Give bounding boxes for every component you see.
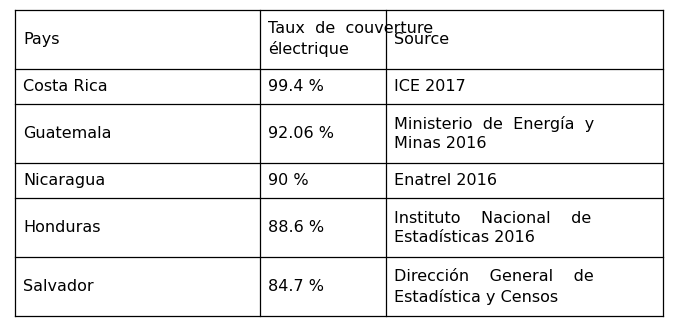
Text: Ministerio  de  Energía  y
Minas 2016: Ministerio de Energía y Minas 2016 bbox=[394, 116, 594, 151]
Text: 88.6 %: 88.6 % bbox=[268, 220, 324, 235]
Text: Salvador: Salvador bbox=[23, 279, 94, 294]
Text: Dirección    General    de
Estadística y Censos: Dirección General de Estadística y Censo… bbox=[394, 269, 593, 304]
Text: Costa Rica: Costa Rica bbox=[23, 79, 108, 94]
Text: Enatrel 2016: Enatrel 2016 bbox=[394, 173, 497, 188]
Text: 92.06 %: 92.06 % bbox=[268, 126, 334, 141]
Text: Instituto    Nacional    de
Estadísticas 2016: Instituto Nacional de Estadísticas 2016 bbox=[394, 211, 591, 245]
Text: Source: Source bbox=[394, 32, 449, 47]
Text: Guatemala: Guatemala bbox=[23, 126, 112, 141]
Text: 99.4 %: 99.4 % bbox=[268, 79, 324, 94]
Text: Pays: Pays bbox=[23, 32, 60, 47]
Text: 90 %: 90 % bbox=[268, 173, 308, 188]
Text: Nicaragua: Nicaragua bbox=[23, 173, 105, 188]
Text: ICE 2017: ICE 2017 bbox=[394, 79, 466, 94]
Text: Honduras: Honduras bbox=[23, 220, 100, 235]
Text: 84.7 %: 84.7 % bbox=[268, 279, 324, 294]
Text: Taux  de  couverture
électrique: Taux de couverture électrique bbox=[268, 22, 433, 57]
